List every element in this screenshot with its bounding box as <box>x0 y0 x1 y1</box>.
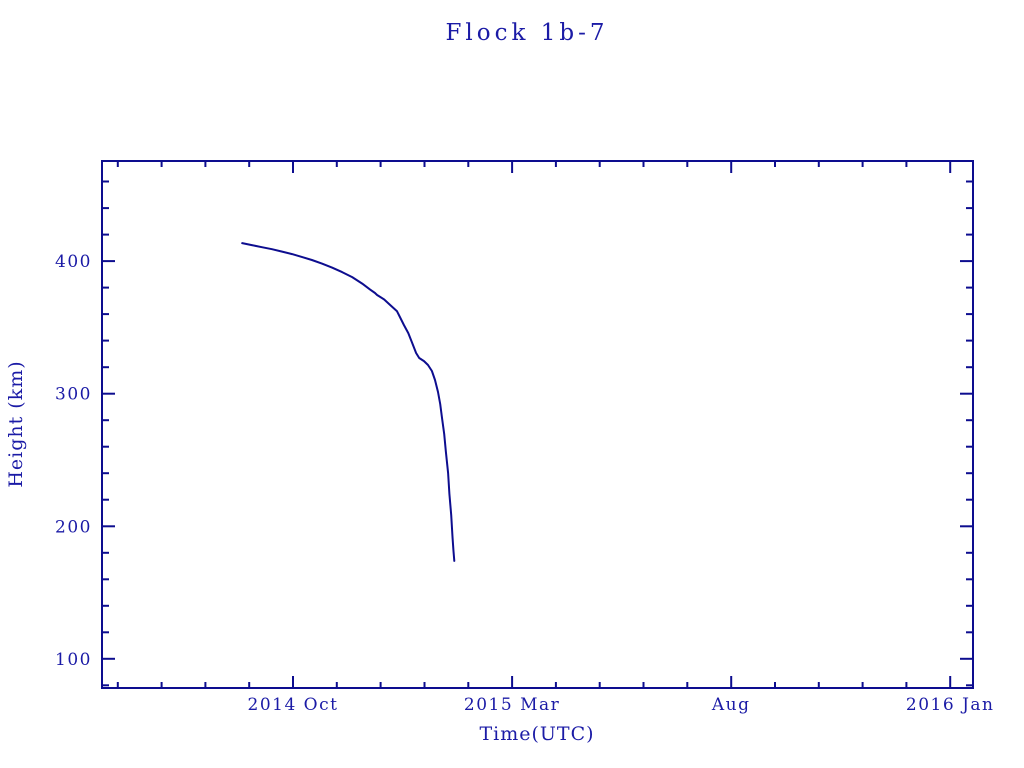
decay-curve <box>241 242 456 562</box>
x-axis-title: Time(UTC) <box>479 723 594 745</box>
y-tick-label: 100 <box>55 650 92 670</box>
y-tick-label: 400 <box>55 252 92 272</box>
plot-box <box>101 160 974 689</box>
x-tick-label: Aug <box>711 695 751 715</box>
x-tick-label: 2014 Oct <box>248 695 339 715</box>
chart-title: Flock 1b-7 <box>445 20 608 46</box>
x-tick-label: 2015 Mar <box>464 695 560 715</box>
y-axis-title: Height (km) <box>5 360 27 487</box>
x-tick-label: 2016 Jan <box>906 695 995 715</box>
y-tick-label: 300 <box>55 385 92 405</box>
y-tick-label: 200 <box>55 517 92 537</box>
